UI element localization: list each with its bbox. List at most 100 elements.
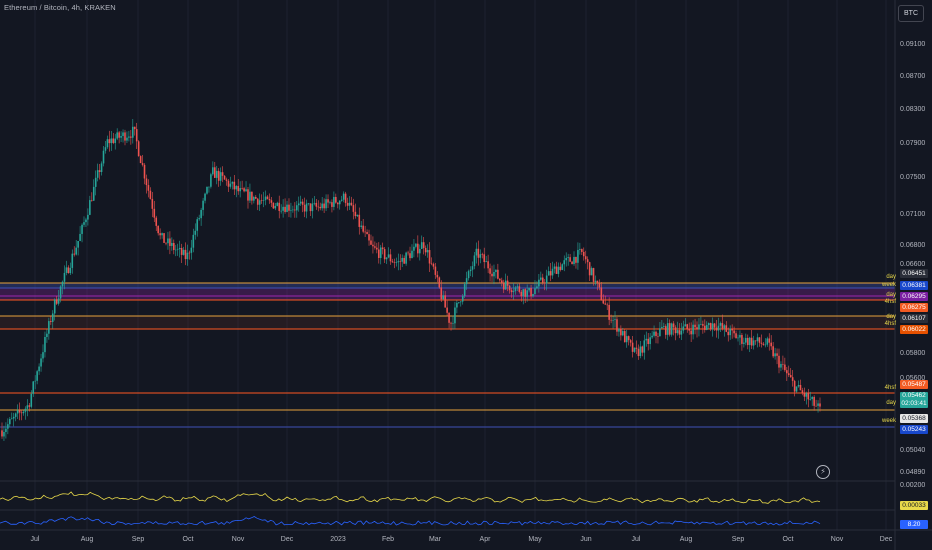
candle-body [102,150,105,164]
candle-body [198,218,200,220]
candle-body [69,267,72,274]
candle-body [403,257,405,264]
candle-body [364,231,366,233]
price-tick: 0.05600 [900,375,926,382]
candle-body [600,287,603,300]
candle-body [424,247,427,253]
candle-body [500,280,503,284]
candle-body [618,328,620,332]
candle-body [237,186,240,192]
time-tick: Aug [679,536,693,543]
candle-body [53,299,56,314]
candle-body [274,205,277,209]
candle-body [499,278,501,281]
candle-body [440,287,443,300]
candle-body [256,198,259,205]
candle-body [758,337,761,343]
candle-body [71,253,74,268]
candle-body [94,177,97,187]
candle-body [750,337,753,346]
current-price-badge: 0.05462 02:03:41 [900,392,928,408]
candle-body [288,204,290,211]
candle-body [756,337,759,342]
candle-body [128,136,130,138]
candle-body [346,202,349,206]
currency-button[interactable]: BTC [898,5,924,22]
candle-body [81,224,83,234]
indicator-2-panel [0,516,821,526]
candle-body [10,418,13,420]
candle-body [434,266,437,275]
candle-body [797,384,800,387]
candle-body [565,258,568,261]
candle-body [719,323,722,326]
candle-body [487,261,489,269]
candle-body [159,233,161,236]
candle-body [190,247,193,253]
candle-body [629,340,632,343]
lightning-icon[interactable]: ⚡ [816,465,830,479]
candle-body [641,346,644,353]
time-tick: Dec [879,536,893,543]
level-price-badge: 0.05487 [900,380,928,389]
candle-body [672,323,675,328]
candle-body [446,307,448,313]
chart-title: Ethereum / Bitcoin, 4h, KRAKEN [4,3,116,12]
candle-body [73,253,76,255]
candle-body [245,189,247,192]
time-tick: Oct [782,536,794,543]
candle-body [213,167,216,178]
candle-body [55,299,58,304]
candle-body [477,248,480,258]
candle-body [506,280,509,286]
candle-body [415,243,417,247]
candle-body [254,196,257,199]
candle-body [725,325,728,332]
candle-body [549,271,552,276]
candle-body [411,250,413,259]
candle-body [253,196,255,201]
candle-body [686,324,689,329]
candle-body [801,390,804,393]
candle-body [87,214,89,220]
candle-body [594,280,597,282]
candle-body [335,196,337,203]
candle-body [666,323,669,335]
candle-body [282,206,284,211]
candle-body [534,288,536,295]
candle-body [461,295,464,302]
level-band [0,283,895,288]
candle-body [9,419,11,425]
candle-body [668,323,671,335]
candle-body [436,274,439,278]
time-tick: Apr [479,536,491,543]
time-tick: Nov [231,536,245,543]
candle-body [604,303,607,305]
candle-body [333,196,335,207]
time-tick: Feb [381,536,395,543]
candle-body [405,252,407,264]
candle-body [596,280,599,284]
price-tick: 0.05040 [900,447,926,454]
level-price-badge: 0.05243 [900,425,928,434]
candle-body [116,132,118,139]
level-label: day [886,400,896,406]
level-band [0,316,895,329]
candle-body [26,405,29,409]
candle-body [362,225,364,232]
candle-body [690,330,692,335]
candle-body [301,201,304,205]
candle-body [608,304,610,320]
level-price-badge: 0.06107 [900,314,928,323]
candle-body [700,324,702,325]
candle-body [598,283,601,288]
indicator-2-line [0,516,821,526]
current-price-value: 0.05462 [902,392,926,399]
candle-body [467,271,470,279]
candle-body [260,200,263,201]
candle-body [639,346,642,357]
candle-body [680,330,683,335]
candle-body [172,242,175,250]
candle-body [42,352,44,359]
